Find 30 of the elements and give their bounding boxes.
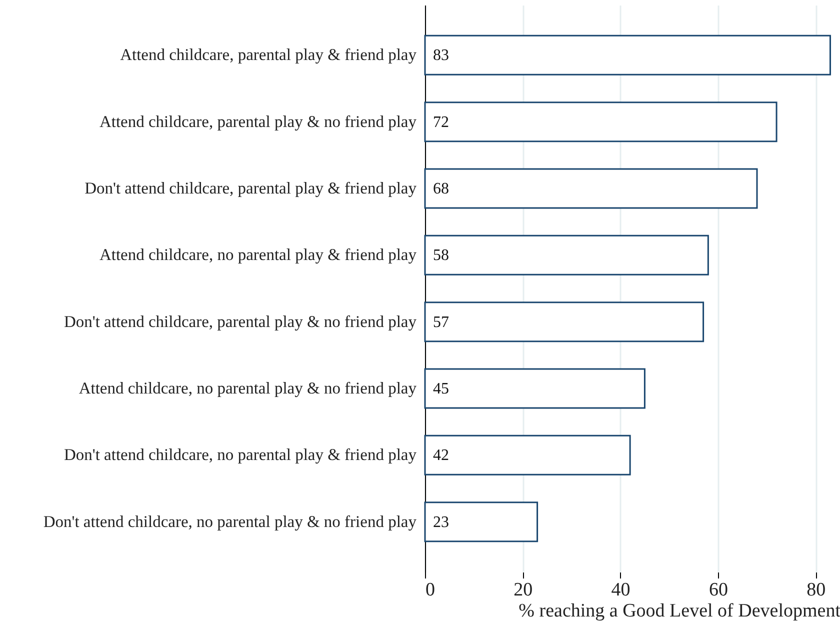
bar <box>424 34 831 76</box>
data-label: 57 <box>433 314 449 331</box>
bar <box>424 302 704 342</box>
x-tick-label: 40 <box>611 580 630 600</box>
bar <box>424 502 538 542</box>
x-axis-title: % reaching a Good Level of Development <box>518 600 840 622</box>
data-label: 42 <box>433 447 449 464</box>
y-tick-label: Attend childcare, parental play & no friend play <box>99 112 418 131</box>
data-label: 68 <box>433 180 449 198</box>
data-label: 83 <box>433 47 449 64</box>
y-tick-label: Don't attend childcare, parental play & no friend play <box>64 312 418 331</box>
y-tick-label: Don't attend childcare, parental play & friend play <box>84 178 418 198</box>
y-tick-label: Attend childcare, parental play & friend play <box>120 45 418 64</box>
bar <box>424 234 709 276</box>
data-label: 23 <box>433 514 449 531</box>
bar <box>424 368 646 409</box>
x-tick-label: 60 <box>708 580 728 600</box>
y-tick-label: Don't attend childcare, no parental play & no friend play <box>43 512 418 531</box>
x-tick-label: 0 <box>426 580 435 600</box>
data-label: 72 <box>433 114 449 131</box>
y-tick-label: Attend childcare, no parental play & no friend play <box>78 378 418 398</box>
data-label: 58 <box>433 247 449 264</box>
x-tick-label: 20 <box>514 580 533 600</box>
bar <box>424 102 778 142</box>
data-label: 45 <box>433 380 449 398</box>
bar <box>424 168 758 209</box>
bar <box>424 434 631 476</box>
y-tick-label: Attend childcare, no parental play & friend play <box>99 245 418 264</box>
y-tick-label: Don't attend childcare, no parental play & friend play <box>64 445 418 464</box>
x-tick-label: 80 <box>806 580 826 600</box>
